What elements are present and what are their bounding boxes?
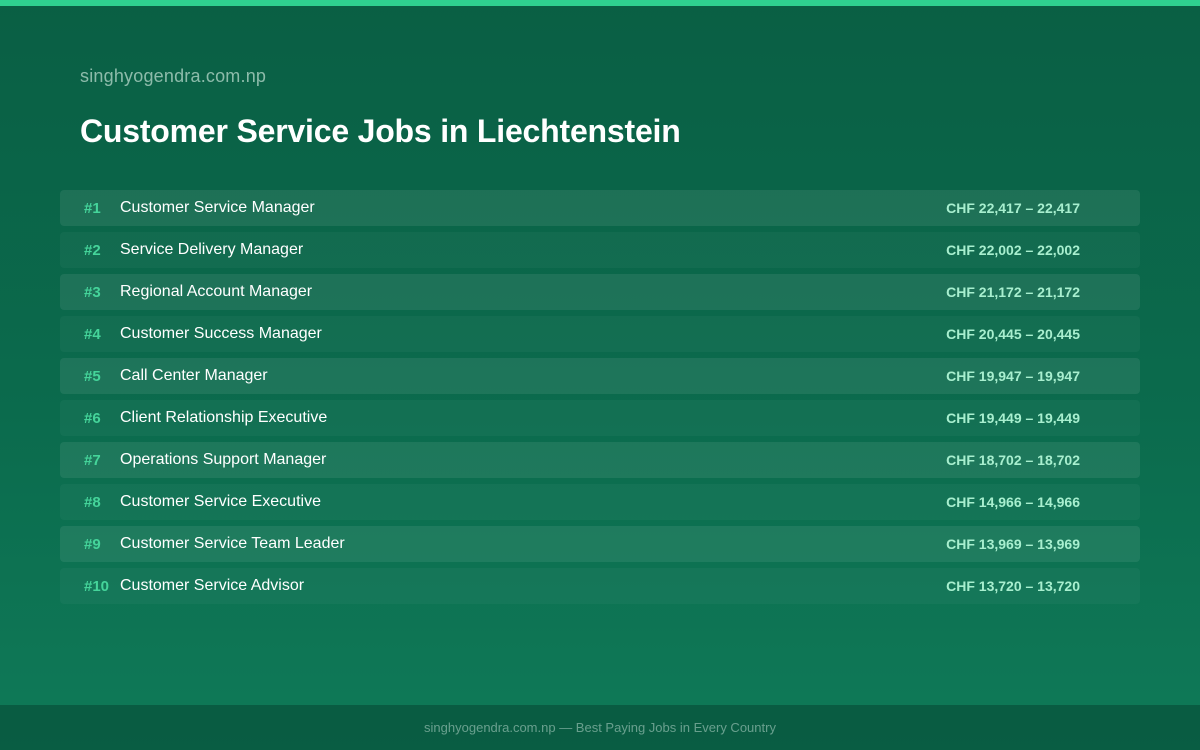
job-title: Service Delivery Manager [120, 241, 304, 258]
page-title: Customer Service Jobs in Liechtenstein [80, 113, 681, 149]
job-rank: #8 [84, 493, 101, 511]
job-salary: CHF 22,417 – 22,417 [946, 200, 1080, 216]
footer: singhyogendra.com.np — Best Paying Jobs … [0, 705, 1200, 750]
job-row: #8 Customer Service Executive CHF 14,966… [60, 484, 1140, 520]
job-row: #7 Operations Support Manager CHF 18,702… [60, 442, 1140, 478]
job-salary: CHF 22,002 – 22,002 [946, 242, 1080, 258]
job-row: #10 Customer Service Advisor CHF 13,720 … [60, 568, 1140, 604]
job-row: #1 Customer Service Manager CHF 22,417 –… [60, 190, 1140, 226]
job-rank: #5 [84, 367, 101, 385]
job-title: Client Relationship Executive [120, 409, 328, 426]
job-salary: CHF 14,966 – 14,966 [946, 494, 1080, 510]
job-salary: CHF 18,702 – 18,702 [946, 452, 1080, 468]
job-salary: CHF 13,720 – 13,720 [946, 578, 1080, 594]
job-rank: #4 [84, 325, 101, 343]
job-list: #1 Customer Service Manager CHF 22,417 –… [60, 190, 1140, 610]
job-title: Customer Service Advisor [120, 577, 305, 594]
job-row: #6 Client Relationship Executive CHF 19,… [60, 400, 1140, 436]
job-salary: CHF 19,449 – 19,449 [946, 410, 1080, 426]
job-title: Operations Support Manager [120, 451, 327, 468]
job-row: #9 Customer Service Team Leader CHF 13,9… [60, 526, 1140, 562]
job-rank: #2 [84, 241, 101, 259]
job-row: #3 Regional Account Manager CHF 21,172 –… [60, 274, 1140, 310]
job-rank: #6 [84, 409, 101, 427]
job-title: Customer Service Team Leader [120, 535, 345, 552]
job-row: #2 Service Delivery Manager CHF 22,002 –… [60, 232, 1140, 268]
job-title: Customer Success Manager [120, 325, 322, 342]
job-salary: CHF 21,172 – 21,172 [946, 284, 1080, 300]
top-accent-bar [0, 0, 1200, 6]
job-title: Customer Service Manager [120, 199, 315, 216]
job-rank: #10 [84, 577, 110, 595]
job-rank: #3 [84, 283, 101, 301]
job-salary: CHF 20,445 – 20,445 [946, 326, 1080, 342]
job-row: #4 Customer Success Manager CHF 20,445 –… [60, 316, 1140, 352]
job-title: Call Center Manager [120, 367, 268, 384]
job-row: #5 Call Center Manager CHF 19,947 – 19,9… [60, 358, 1140, 394]
site-name: singhyogendra.com.np [80, 66, 267, 86]
job-rank: #1 [84, 199, 101, 217]
job-title: Regional Account Manager [120, 283, 313, 300]
job-salary: CHF 13,969 – 13,969 [946, 536, 1080, 552]
footer-text: singhyogendra.com.np — Best Paying Jobs … [424, 720, 776, 735]
job-rank: #7 [84, 451, 101, 469]
job-rank: #9 [84, 535, 101, 553]
job-title: Customer Service Executive [120, 493, 321, 510]
job-salary: CHF 19,947 – 19,947 [946, 368, 1080, 384]
